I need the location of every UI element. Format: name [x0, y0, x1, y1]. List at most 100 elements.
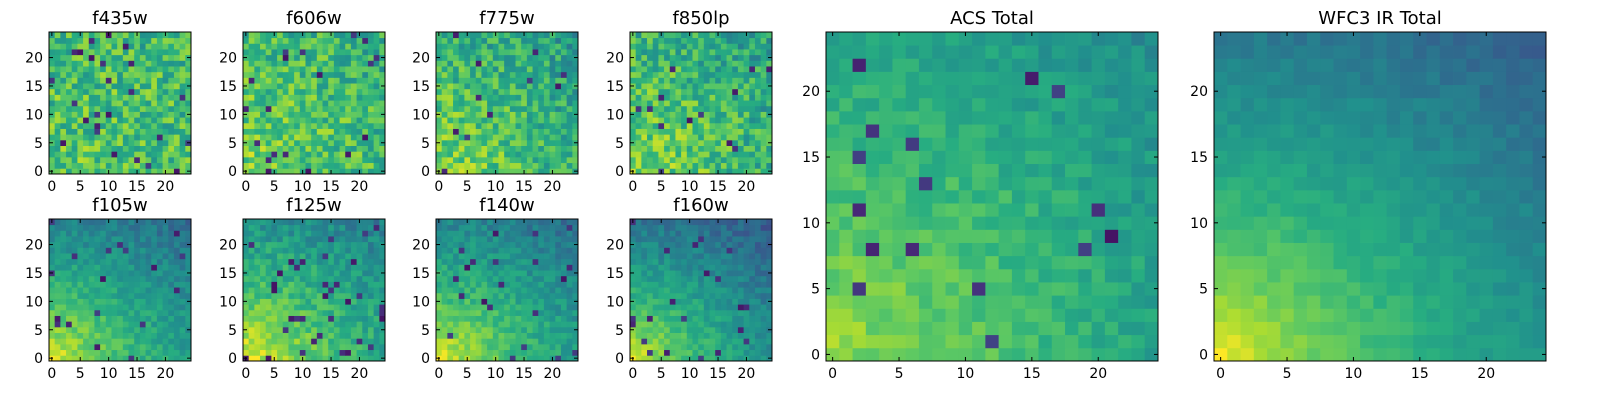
heatmap-cell: [362, 71, 369, 78]
heatmap-cell: [277, 88, 284, 95]
heatmap-cell: [288, 37, 295, 44]
heatmap-cell: [248, 105, 255, 112]
heatmap-cell: [288, 258, 295, 265]
panel-title: f850lp: [672, 8, 729, 29]
heatmap-cell: [647, 309, 654, 316]
heatmap-cell: [504, 292, 511, 299]
heatmap-cell: [441, 326, 448, 333]
heatmap-cell: [60, 128, 67, 135]
heatmap-cell: [560, 332, 568, 339]
heatmap-cell: [658, 111, 665, 118]
heatmap-cell: [299, 224, 306, 231]
heatmap-cell: [743, 111, 750, 118]
heatmap-cell: [652, 287, 659, 294]
heatmap-cell: [128, 281, 135, 288]
heatmap-cell: [328, 321, 335, 328]
heatmap-cell: [743, 128, 750, 135]
heatmap-cell: [464, 309, 471, 316]
heatmap-cell: [356, 77, 363, 84]
heatmap-cell: [492, 151, 499, 158]
heatmap-cell: [151, 224, 158, 231]
heatmap-cell: [487, 88, 494, 95]
heatmap-cell: [66, 230, 73, 237]
heatmap-cell: [322, 145, 329, 152]
heatmap-cell: [156, 321, 163, 328]
heatmap-cell: [504, 236, 511, 243]
heatmap-cell: [243, 230, 250, 237]
heatmap-cell: [305, 122, 312, 129]
heatmap-cell: [173, 343, 181, 351]
heatmap-cell: [145, 49, 152, 56]
heatmap-cell: [521, 321, 528, 328]
heatmap-cell: [265, 326, 272, 333]
heatmap-cell: [100, 128, 107, 135]
heatmap-cell: [492, 83, 499, 90]
heatmap-cell: [117, 162, 124, 169]
heatmap-cell: [311, 236, 318, 243]
heatmap-cell: [100, 156, 107, 164]
heatmap-cell: [532, 247, 539, 254]
heatmap-cell: [766, 88, 773, 95]
heatmap-cell: [162, 343, 169, 351]
heatmap-cell: [464, 151, 471, 158]
heatmap-cell: [681, 43, 688, 50]
heatmap-cell: [715, 145, 722, 152]
heatmap-cell: [173, 241, 181, 248]
heatmap-cell: [560, 338, 568, 345]
heatmap-cell: [749, 349, 756, 356]
heatmap-cell: [282, 309, 289, 316]
heatmap-cell: [367, 128, 375, 135]
heatmap-cell: [134, 270, 141, 277]
heatmap-cell: [498, 258, 505, 265]
heatmap-cell: [572, 94, 579, 101]
heatmap-cell: [521, 326, 528, 333]
heatmap-cell: [339, 332, 346, 339]
heatmap-cell: [66, 145, 73, 152]
heatmap-cell: [356, 105, 363, 112]
heatmap-cell: [277, 315, 284, 322]
heatmap-cell: [179, 321, 186, 328]
heatmap-cell: [288, 122, 295, 129]
heatmap-cell: [328, 236, 335, 243]
heatmap-cell: [254, 66, 261, 73]
heatmap-cell: [373, 134, 380, 141]
x-tick-label: 0: [47, 179, 56, 195]
heatmap-cell: [504, 151, 511, 158]
heatmap-cell: [630, 100, 637, 107]
heatmap-cell: [54, 304, 61, 311]
heatmap-cell: [288, 270, 295, 277]
heatmap-cell: [277, 287, 284, 294]
heatmap-cell: [675, 275, 682, 282]
heatmap-cell: [162, 122, 169, 129]
heatmap-cell: [156, 77, 163, 84]
heatmap-cell: [379, 49, 386, 56]
heatmap-cell: [532, 321, 539, 328]
heatmap-cell: [88, 281, 95, 288]
heatmap-cell: [66, 355, 73, 362]
heatmap-cell: [185, 128, 192, 135]
heatmap-cell: [447, 355, 454, 362]
heatmap-cell: [122, 253, 129, 260]
heatmap-cell: [248, 230, 255, 237]
heatmap-cell: [532, 111, 539, 118]
heatmap-cell: [271, 275, 278, 282]
heatmap-cell: [322, 54, 329, 61]
heatmap-cell: [749, 315, 756, 322]
heatmap-cell: [60, 219, 67, 226]
heatmap-cell: [294, 88, 301, 95]
heatmap-cell: [168, 309, 175, 316]
heatmap-cell: [560, 111, 568, 118]
heatmap-cell: [145, 287, 152, 294]
heatmap-cell: [311, 83, 318, 90]
heatmap-cell: [509, 247, 516, 254]
heatmap-cell: [316, 247, 323, 254]
heatmap-cell: [720, 77, 727, 84]
heatmap-cell: [532, 94, 539, 101]
heatmap-cell: [139, 105, 146, 112]
heatmap-cell: [265, 258, 272, 265]
heatmap-cell: [305, 105, 312, 112]
heatmap-cell: [299, 88, 306, 95]
heatmap-cell: [333, 332, 340, 339]
heatmap-cell: [66, 134, 73, 141]
heatmap-cell: [179, 71, 186, 78]
